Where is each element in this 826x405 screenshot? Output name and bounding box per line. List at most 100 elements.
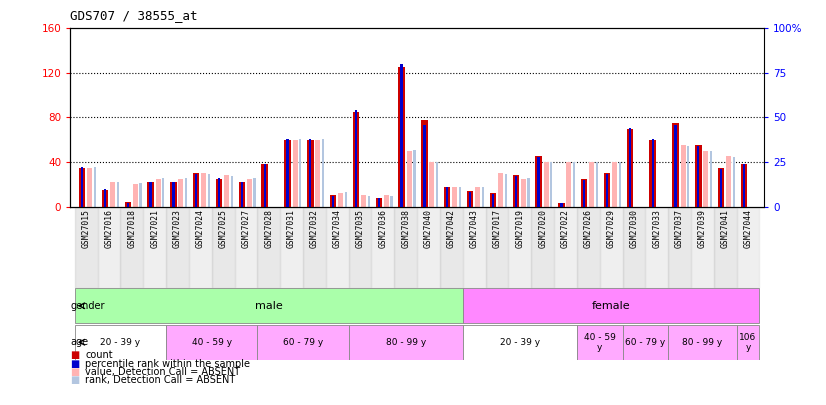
Bar — [332, 196, 335, 207]
Bar — [554, 207, 577, 288]
Text: 20 - 39 y: 20 - 39 y — [101, 338, 140, 347]
Text: GSM27027: GSM27027 — [241, 209, 250, 248]
Text: GSM27019: GSM27019 — [515, 209, 525, 248]
Bar — [162, 178, 164, 207]
Bar — [463, 288, 759, 323]
Bar — [140, 183, 141, 207]
Text: ■: ■ — [70, 358, 79, 369]
Bar — [550, 162, 553, 207]
Bar — [413, 149, 415, 207]
Bar — [674, 125, 676, 207]
Bar — [147, 182, 154, 207]
Bar — [645, 207, 668, 288]
Text: GSM27037: GSM27037 — [675, 209, 684, 248]
Bar — [583, 180, 586, 207]
Bar — [606, 175, 608, 207]
Text: ■: ■ — [70, 350, 79, 360]
Text: GSM27026: GSM27026 — [584, 209, 593, 248]
Bar — [126, 203, 129, 207]
Bar — [178, 179, 183, 207]
Bar — [75, 325, 166, 360]
Bar — [287, 139, 288, 207]
Text: GSM27021: GSM27021 — [150, 209, 159, 248]
Text: female: female — [591, 301, 630, 311]
Bar — [697, 146, 700, 207]
Text: GSM27043: GSM27043 — [470, 209, 479, 248]
Text: GSM27028: GSM27028 — [264, 209, 273, 248]
Bar — [110, 182, 115, 207]
Bar — [401, 64, 403, 207]
Bar — [714, 207, 737, 288]
Bar — [193, 173, 199, 207]
Bar — [421, 120, 428, 207]
Bar — [303, 207, 325, 288]
Text: 40 - 59 y: 40 - 59 y — [192, 338, 232, 347]
Bar — [189, 207, 211, 288]
Bar — [649, 140, 656, 207]
Bar — [292, 140, 297, 207]
Bar — [75, 288, 463, 323]
Bar — [235, 207, 258, 288]
Bar — [309, 139, 311, 207]
Bar — [531, 207, 554, 288]
Bar — [463, 207, 486, 288]
Bar — [406, 151, 411, 207]
Bar — [623, 325, 668, 360]
Text: GSM27031: GSM27031 — [287, 209, 296, 248]
Bar — [133, 184, 138, 207]
Bar — [155, 179, 160, 207]
Bar — [681, 145, 686, 207]
Text: GSM27035: GSM27035 — [355, 209, 364, 248]
Text: 60 - 79 y: 60 - 79 y — [625, 338, 666, 347]
Bar — [353, 112, 359, 207]
Bar — [121, 207, 143, 288]
Bar — [520, 179, 526, 207]
Bar — [417, 207, 440, 288]
Bar — [262, 164, 268, 207]
Bar — [691, 207, 714, 288]
Text: GSM27039: GSM27039 — [698, 209, 707, 248]
Text: value, Detection Call = ABSENT: value, Detection Call = ABSENT — [85, 367, 240, 377]
Text: count: count — [85, 350, 112, 360]
Text: 80 - 99 y: 80 - 99 y — [386, 338, 426, 347]
Bar — [672, 123, 679, 207]
Text: GSM27023: GSM27023 — [173, 209, 182, 248]
Bar — [604, 173, 610, 207]
Text: GSM27040: GSM27040 — [424, 209, 433, 248]
Bar — [166, 325, 258, 360]
Text: GSM27017: GSM27017 — [492, 209, 501, 248]
Text: 80 - 99 y: 80 - 99 y — [682, 338, 723, 347]
Bar — [459, 187, 461, 207]
Text: ■: ■ — [70, 367, 79, 377]
Text: rank, Detection Call = ABSENT: rank, Detection Call = ABSENT — [85, 375, 235, 385]
Bar — [475, 186, 480, 207]
Bar — [211, 207, 235, 288]
Bar — [463, 325, 577, 360]
Bar — [652, 139, 654, 207]
Bar — [509, 207, 531, 288]
Bar — [467, 191, 473, 207]
Bar — [577, 325, 623, 360]
Bar — [498, 173, 503, 207]
Bar — [224, 175, 229, 207]
Text: GSM27042: GSM27042 — [447, 209, 456, 248]
Bar — [668, 325, 737, 360]
Bar — [629, 128, 631, 207]
Bar — [150, 181, 152, 207]
Text: GSM27036: GSM27036 — [378, 209, 387, 248]
Bar — [338, 193, 343, 207]
Bar — [703, 151, 709, 207]
Bar — [325, 207, 349, 288]
Bar — [376, 198, 382, 207]
Bar — [79, 168, 85, 207]
Text: GDS707 / 38555_at: GDS707 / 38555_at — [70, 9, 197, 22]
Bar — [284, 140, 291, 207]
Bar — [720, 169, 722, 207]
Bar — [322, 139, 325, 207]
Bar — [527, 178, 529, 207]
Text: percentile rank within the sample: percentile rank within the sample — [85, 358, 250, 369]
Bar — [436, 162, 439, 207]
Text: age: age — [71, 337, 88, 347]
Bar — [240, 181, 243, 207]
Bar — [81, 167, 83, 207]
